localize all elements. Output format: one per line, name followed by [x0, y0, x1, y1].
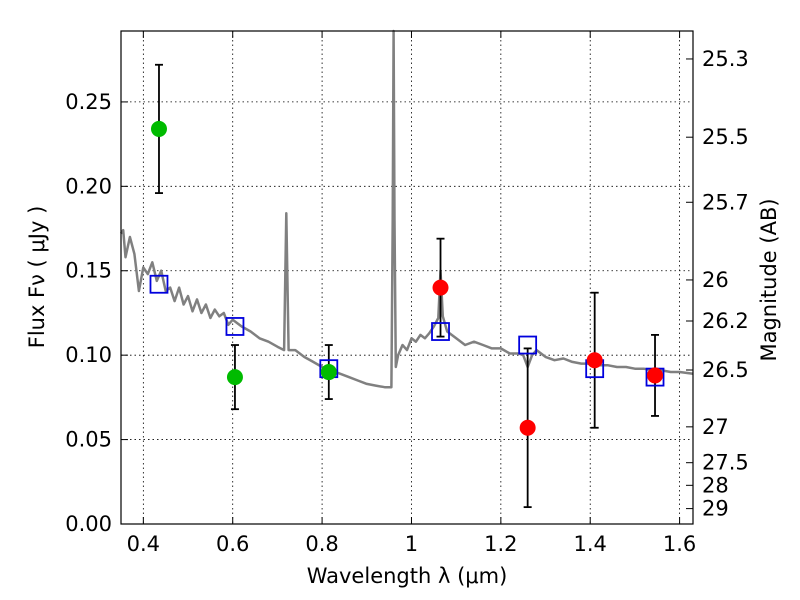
- green-data-point: [226, 369, 243, 386]
- right-tick-label: 25.5: [702, 125, 749, 149]
- y-axis-ticks: 0.00 0.05 0.10 0.15 0.20 0.25: [65, 90, 128, 536]
- x-tick-label: 1.6: [663, 532, 696, 556]
- green-data-point: [320, 364, 337, 381]
- right-tick-label: 28: [702, 473, 729, 497]
- grid-lines: [121, 31, 693, 524]
- y-axis-label: Flux Fν ( μJy ): [25, 206, 49, 349]
- plot-background: [121, 31, 693, 524]
- y-tick-label: 0.05: [65, 428, 112, 452]
- red-data-point: [647, 367, 664, 384]
- red-data-point: [432, 279, 449, 296]
- y-tick-label: 0.15: [65, 259, 112, 283]
- model-band-square: [225, 317, 245, 336]
- y-tick-label: 0.00: [65, 512, 112, 536]
- y-tick-label: 0.20: [65, 174, 112, 198]
- right-tick-label: 27.5: [702, 451, 749, 475]
- photometry-points-layer: [150, 120, 664, 436]
- x-tick-label: 0.6: [216, 532, 249, 556]
- green-data-point: [150, 120, 167, 137]
- x-tick-label: 1.4: [574, 532, 607, 556]
- x-tick-label: 1: [405, 532, 418, 556]
- y-tick-label: 0.25: [65, 90, 112, 114]
- right-axis-label: Magnitude (AB): [757, 198, 781, 361]
- right-tick-label: 26.5: [702, 358, 749, 382]
- right-tick-label: 25.3: [702, 47, 749, 71]
- y-tick-label: 0.10: [65, 343, 112, 367]
- model-band-square: [518, 335, 538, 355]
- right-tick-label: 29: [702, 497, 729, 521]
- right-tick-label: 25.7: [702, 190, 749, 214]
- x-axis-label: Wavelength λ (μm): [307, 564, 508, 588]
- red-data-point: [586, 352, 603, 369]
- model-band-square: [149, 274, 169, 294]
- x-tick-label: 1.2: [484, 532, 517, 556]
- right-tick-label: 26.2: [702, 309, 749, 333]
- x-tick-label: 0.4: [127, 532, 160, 556]
- plot-frame: [120, 30, 694, 525]
- x-tick-label: 0.8: [305, 532, 338, 556]
- model-band-square: [431, 322, 450, 341]
- right-tick-label: 26: [702, 268, 729, 292]
- x-axis-ticks: 0.4 0.6 0.8 1 1.2 1.4 1.6: [127, 31, 696, 556]
- right-tick-label: 27: [702, 415, 729, 439]
- model-spectrum-line: [119, 29, 694, 389]
- red-data-point: [519, 419, 536, 436]
- model-spectrum-layer: [119, 29, 694, 389]
